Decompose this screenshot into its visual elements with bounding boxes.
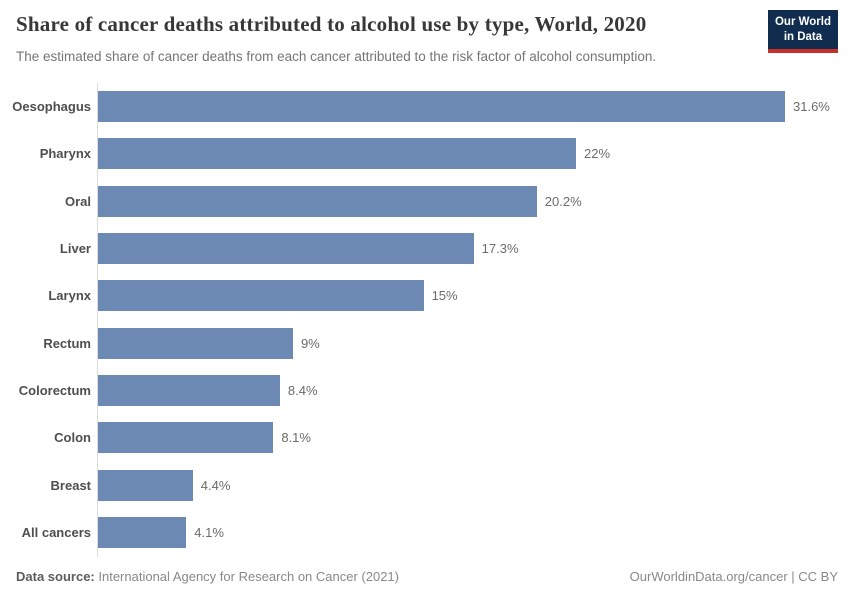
data-source: Data source: International Agency for Re… (16, 569, 399, 584)
bar-colorectum[interactable] (97, 374, 280, 406)
bar-liver[interactable] (97, 233, 474, 265)
owid-logo-line2: in Data (783, 30, 823, 43)
bar-oesophagus[interactable] (97, 91, 785, 123)
value-label: 31.6% (793, 99, 830, 115)
footer: Data source: International Agency for Re… (16, 569, 838, 584)
category-label: Larynx (48, 288, 91, 304)
bar-row: Oral 20.2% (0, 178, 850, 225)
value-label: 17.3% (481, 241, 519, 257)
value-label: 8.1% (281, 430, 311, 446)
bar-row: Oesophagus 31.6% (0, 83, 850, 130)
category-label: Breast (50, 477, 91, 493)
owid-logo-line1: Our World (774, 16, 831, 28)
bar-chart: Oesophagus 31.6% Pharynx 22% Oral 20.2% Liver 1… (0, 83, 850, 557)
value-label: 9% (300, 335, 320, 351)
plot-area: Oesophagus 31.6% Pharynx 22% Oral 20.2% Liver 1… (0, 83, 850, 556)
bar-oral[interactable] (97, 185, 537, 217)
value-label: 22% (583, 146, 611, 162)
value-label: 4.4% (200, 477, 231, 493)
bar-track: 31.6% (97, 83, 850, 130)
bar-track: 8.4% (97, 367, 850, 414)
bar-track: 9% (97, 319, 850, 366)
y-axis-line (97, 83, 98, 557)
category-label: All cancers (21, 524, 91, 540)
bar-track: 22% (97, 130, 850, 177)
bar-row: Pharynx 22% (0, 130, 850, 177)
bar-track: 20.2% (97, 178, 850, 225)
data-source-text: International Agency for Research on Can… (98, 569, 399, 584)
value-label: 20.2% (544, 193, 582, 209)
bar-all-cancers[interactable] (97, 516, 187, 548)
bar-track: 4.4% (97, 461, 850, 508)
category-label: Pharynx (39, 146, 91, 162)
bar-track: 15% (97, 272, 850, 319)
bar-track: 17.3% (97, 225, 850, 272)
category-label: Rectum (43, 335, 91, 351)
bar-row: Colorectum 8.4% (0, 367, 850, 414)
bar-breast[interactable] (97, 469, 193, 501)
category-label: Oral (64, 193, 91, 209)
category-label: Liver (59, 241, 91, 257)
bar-row: Colon 8.1% (0, 414, 850, 461)
bar-track: 4.1% (97, 509, 850, 556)
bar-row: Liver 17.3% (0, 225, 850, 272)
value-label: 4.1% (194, 524, 224, 540)
value-label: 15% (431, 288, 458, 304)
bar-colon[interactable] (97, 422, 274, 454)
bar-row: Rectum 9% (0, 319, 850, 366)
bar-row: Breast 4.4% (0, 461, 850, 508)
chart-subtitle: The estimated share of cancer deaths fro… (16, 49, 657, 64)
category-label: Oesophagus (12, 99, 91, 115)
bar-rectum[interactable] (97, 327, 293, 359)
value-label: 8.4% (287, 382, 318, 398)
owid-logo: Our World in Data (767, 10, 838, 53)
bar-pharynx[interactable] (97, 138, 576, 170)
category-label: Colon (54, 430, 91, 446)
bar-row: All cancers 4.1% (0, 509, 850, 556)
credit-link[interactable]: OurWorldinData.org/cancer | CC BY (629, 569, 838, 584)
bar-row: Larynx 15% (0, 272, 850, 319)
data-source-label: Data source: (16, 569, 95, 584)
category-label: Colorectum (18, 382, 91, 398)
bar-track: 8.1% (97, 414, 850, 461)
bar-larynx[interactable] (97, 280, 424, 312)
chart-title: Share of cancer deaths attributed to alc… (16, 12, 647, 36)
